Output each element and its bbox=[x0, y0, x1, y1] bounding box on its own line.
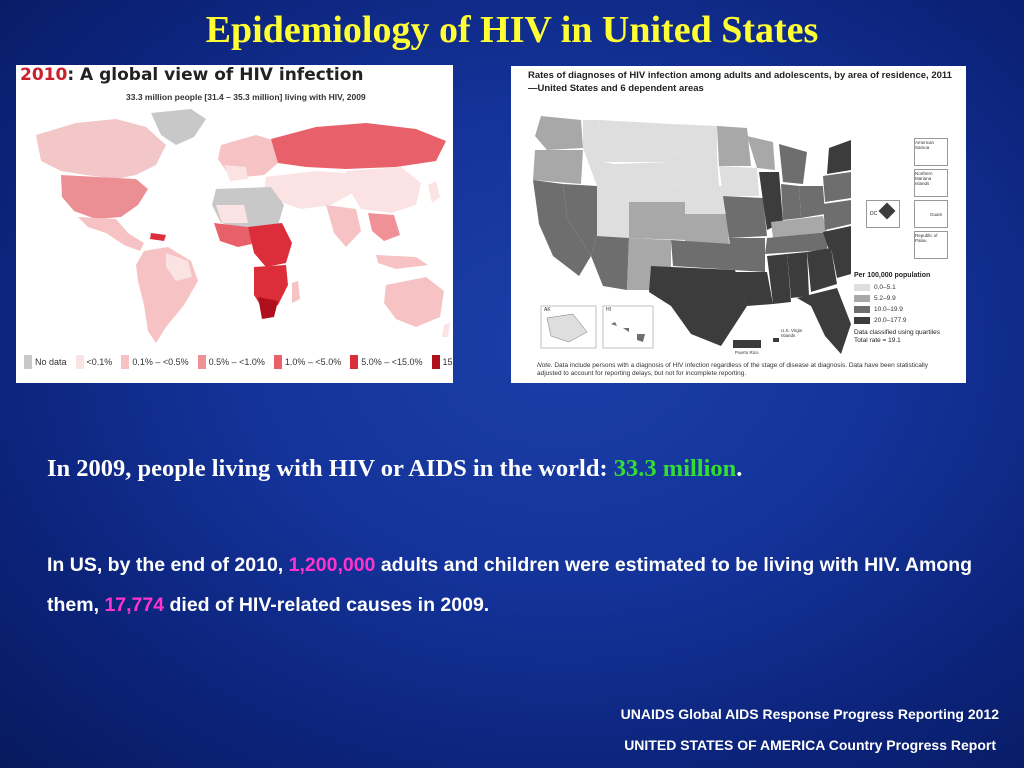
world-legend-item: No data bbox=[24, 353, 67, 371]
us-legend-item: 5.2–9.9 bbox=[854, 295, 896, 302]
world-legend-item: 0.1% – <0.5% bbox=[121, 353, 189, 371]
legend-label: No data bbox=[35, 357, 67, 367]
territory-box-palau bbox=[914, 231, 948, 259]
world-legend-item: 5.0% – <15.0% bbox=[350, 353, 423, 371]
world-map-title: 2010: A global view of HIV infection bbox=[20, 65, 364, 85]
legend-label: 1.0% – <5.0% bbox=[284, 357, 342, 367]
virgin-islands-label: U.S. Virgin Islands bbox=[781, 328, 803, 338]
source-line-1: UNAIDS Global AIDS Response Progress Rep… bbox=[620, 706, 999, 722]
world-map-subtitle: 33.3 million people [31.4 – 35.3 million… bbox=[126, 92, 366, 102]
dc-label: DC bbox=[870, 211, 878, 217]
territory-label: Republic of Palau bbox=[915, 233, 938, 243]
world-map-title-text: : A global view of HIV infection bbox=[67, 65, 364, 85]
legend-swatch bbox=[854, 295, 870, 302]
legend-swatch bbox=[197, 355, 206, 369]
legend-swatch bbox=[854, 317, 870, 324]
world-stat-period: . bbox=[736, 455, 743, 482]
slide-title: Epidemiology of HIV in United States bbox=[205, 9, 819, 51]
world-map-graphic bbox=[36, 109, 450, 343]
legend-swatch bbox=[431, 355, 440, 369]
legend-swatch bbox=[121, 355, 130, 369]
us-legend-title: Per 100,000 population bbox=[854, 272, 931, 279]
note-label: Note. bbox=[537, 362, 553, 369]
us-legend-item: 0.0–5.1 bbox=[854, 284, 896, 291]
legend-label: <0.1% bbox=[86, 357, 113, 367]
world-legend-item: 0.5% – <1.0% bbox=[197, 353, 265, 371]
legend-label: 0.1% – <0.5% bbox=[132, 357, 189, 367]
world-legend-item: 15.0% – 28.0% bbox=[431, 353, 454, 371]
world-map-legend: No data <0.1% 0.1% – <0.5% 0.5% – <1.0% … bbox=[24, 353, 453, 371]
world-legend-item: <0.1% bbox=[75, 353, 113, 371]
us-stat-text-3: died of HIV-related causes in 2009. bbox=[164, 594, 490, 616]
us-stat-death-count: 17,774 bbox=[104, 594, 165, 616]
us-legend-item: 20.0–177.9 bbox=[854, 317, 907, 324]
note-text: Data include persons with a diagnosis of… bbox=[537, 362, 928, 377]
legend-label: 15.0% – 28.0% bbox=[442, 357, 454, 367]
hawaii-label: HI bbox=[606, 307, 611, 313]
territory-box-guam bbox=[914, 200, 948, 228]
us-legend-footnote: Data classified using quartiles Total ra… bbox=[854, 329, 940, 345]
dc-inset: DC bbox=[866, 200, 900, 228]
source-line-2: UNITED STATES OF AMERICA Country Progres… bbox=[624, 737, 996, 753]
world-hiv-map: 2010: A global view of HIV infection 33.… bbox=[16, 65, 453, 383]
us-stat-text-2: adults and children were estimated to be… bbox=[47, 554, 973, 616]
legend-swatch bbox=[75, 355, 84, 369]
alaska-label: AK bbox=[544, 307, 551, 313]
puerto-rico-label: Puerto Rico bbox=[735, 350, 759, 355]
legend-label: 10.0–19.9 bbox=[874, 306, 903, 313]
world-map-title-year: 2010 bbox=[20, 65, 68, 85]
territory-box-american-samoa bbox=[914, 138, 948, 166]
us-map-graphic bbox=[533, 116, 851, 354]
legend-label: 5.2–9.9 bbox=[874, 295, 896, 302]
legend-label: 20.0–177.9 bbox=[874, 317, 907, 324]
legend-swatch bbox=[854, 284, 870, 291]
us-legend-classification: Data classified using quartiles bbox=[854, 329, 940, 336]
territory-label: Northern Mariana Islands bbox=[915, 171, 933, 186]
us-stat-living-count: 1,200,000 bbox=[288, 554, 376, 576]
legend-label: 0.0–5.1 bbox=[874, 284, 896, 291]
territory-label: Guam bbox=[930, 212, 943, 217]
us-hiv-map: Rates of diagnoses of HIV infection amon… bbox=[511, 66, 966, 383]
us-map-note: Note. Data include persons with a diagno… bbox=[537, 362, 937, 378]
legend-swatch bbox=[854, 306, 870, 313]
us-map-title: Rates of diagnoses of HIV infection amon… bbox=[528, 70, 952, 94]
legend-swatch bbox=[24, 355, 32, 369]
dc-shape bbox=[878, 202, 896, 220]
territory-box-northern-mariana bbox=[914, 169, 948, 197]
us-stat-text-1: In US, by the end of 2010, bbox=[47, 554, 289, 576]
world-stat-highlight: 33.3 million bbox=[613, 455, 737, 482]
legend-swatch bbox=[273, 355, 282, 369]
us-legend-item: 10.0–19.9 bbox=[854, 306, 903, 313]
legend-swatch bbox=[350, 355, 359, 369]
legend-label: 0.5% – <1.0% bbox=[208, 357, 265, 367]
legend-label: 5.0% – <15.0% bbox=[361, 357, 423, 367]
world-stat-text: In 2009, people living with HIV or AIDS … bbox=[47, 455, 614, 482]
us-legend-total-rate: Total rate = 19.1 bbox=[854, 337, 901, 344]
world-stat-line: In 2009, people living with HIV or AIDS … bbox=[47, 455, 742, 483]
territory-label: American Samoa bbox=[915, 140, 935, 150]
world-legend-item: 1.0% – <5.0% bbox=[273, 353, 342, 371]
us-stat-paragraph: In US, by the end of 2010, 1,200,000 adu… bbox=[47, 545, 987, 625]
